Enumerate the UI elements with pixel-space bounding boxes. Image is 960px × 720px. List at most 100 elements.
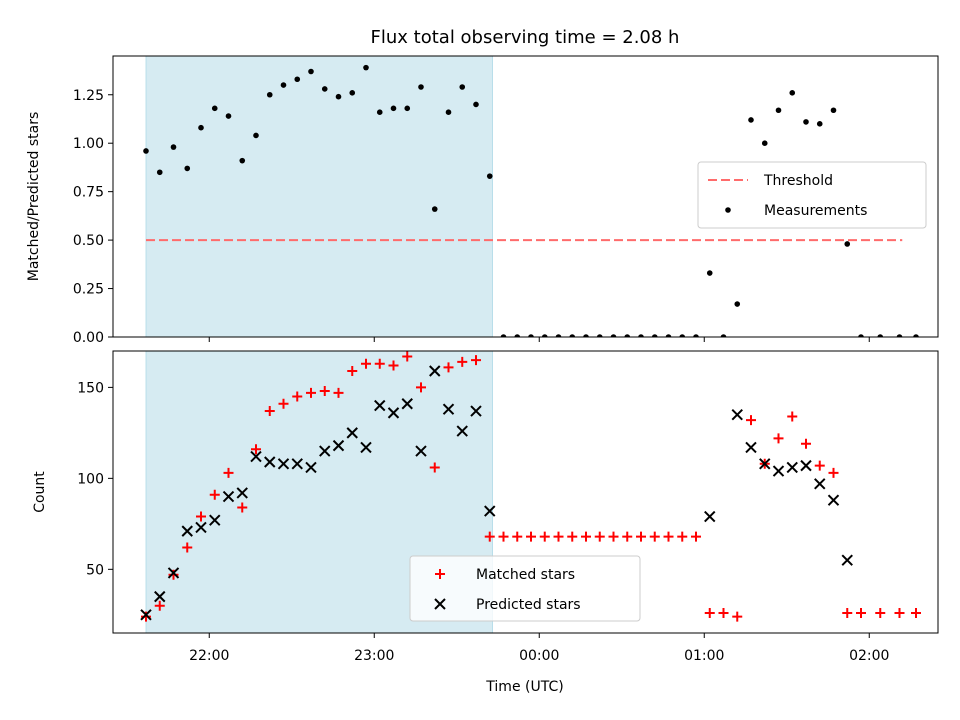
measurement-point (376, 109, 383, 115)
matched-star-point (608, 531, 619, 542)
legend-box (409, 555, 641, 622)
legend-label: Threshold (763, 173, 833, 189)
predicted-star-point (484, 505, 496, 517)
y-tick-label: 0.75 (73, 185, 104, 201)
measurement-point (761, 140, 768, 147)
measurement-point (596, 334, 603, 337)
measurement-point (789, 90, 796, 96)
matched-star-point (622, 531, 633, 542)
matched-star-point (814, 460, 825, 471)
measurement-point (500, 334, 507, 337)
matched-star-point (182, 542, 193, 553)
measurement-point (610, 334, 617, 337)
predicted-star-point (786, 461, 798, 474)
measurement-point (266, 91, 273, 98)
predicted-star-point (236, 487, 248, 499)
measurement-point (280, 82, 287, 88)
predicted-star-point (704, 510, 716, 523)
panel-top: 0.00 0.25 0.50 0.75 1.00 1.25 Matched/Predicte… (26, 55, 939, 346)
y-tick-label: 0.00 (73, 330, 104, 346)
predicted-star-point (291, 458, 303, 470)
measurement-point (390, 105, 397, 112)
matched-star-point (429, 462, 440, 473)
matched-star-point (539, 531, 550, 542)
measurement-point (184, 165, 191, 172)
predicted-star-point (305, 461, 317, 474)
series-matched-stars (141, 351, 921, 622)
measurement-point (844, 241, 851, 247)
matched-star-point (168, 569, 179, 580)
legend: Matched stars Predicted stars (409, 555, 641, 622)
predicted-star-point (745, 441, 757, 454)
measurement-point (486, 173, 493, 179)
matched-star-point (636, 531, 646, 542)
measurement-point (473, 101, 479, 108)
predicted-star-point (814, 478, 826, 490)
legend-label: Measurements (764, 203, 867, 219)
legend-measurement-swatch (725, 207, 731, 213)
measurement-point (418, 84, 424, 90)
measurement-point (555, 334, 562, 337)
predicted-star-point (154, 590, 166, 603)
x-axis-label: Time (UTC) (485, 679, 563, 695)
measurement-point (734, 301, 741, 307)
matched-star-point (526, 531, 536, 542)
measurement-point (294, 76, 301, 83)
measurement-point (431, 206, 438, 212)
plot-area (143, 56, 919, 337)
measurement-point (748, 117, 754, 123)
matched-star-point (732, 611, 743, 622)
matched-star-point (773, 433, 784, 444)
y-tick-label: 1.00 (73, 136, 104, 152)
x-tick-label: 22:00 (189, 648, 229, 664)
predicted-star-point (319, 445, 331, 457)
matched-star-point (443, 362, 454, 373)
measurement-point (775, 107, 782, 114)
predicted-star-point (827, 494, 840, 506)
matched-star-point (154, 600, 165, 611)
measurement-point (308, 68, 314, 75)
y-axis-label: Count (32, 471, 48, 513)
predicted-star-point (731, 408, 743, 421)
matched-star-point (347, 366, 358, 377)
matched-star-point (663, 531, 674, 542)
matched-star-point (498, 531, 509, 542)
matched-star-point (594, 531, 605, 542)
matched-star-point (237, 502, 248, 513)
matched-star-point (828, 467, 839, 478)
y-tick-label: 150 (77, 380, 104, 396)
measurement-point (404, 105, 411, 112)
measurement-point (541, 334, 548, 337)
measurement-point (693, 334, 699, 337)
predicted-star-point (181, 525, 193, 537)
measurement-point (225, 113, 232, 119)
predicted-star-point (759, 458, 771, 470)
matched-star-point (746, 415, 756, 426)
predicted-star-point (800, 459, 812, 472)
matched-star-point (141, 611, 151, 622)
predicted-star-point (209, 514, 221, 526)
matched-star-point (292, 391, 303, 402)
matched-star-point (512, 531, 523, 542)
matched-star-point (416, 382, 426, 393)
x-tick-label: 01:00 (684, 648, 724, 664)
measurement-point (211, 105, 218, 112)
matched-star-point (319, 386, 330, 397)
predicted-star-point (470, 405, 482, 417)
predicted-star-point (401, 398, 413, 410)
axes-frame (112, 55, 939, 338)
predicted-star-point (415, 445, 427, 457)
matched-star-point (894, 607, 905, 618)
predicted-star-point (332, 439, 345, 452)
matched-star-point (649, 531, 660, 542)
measurement-point (896, 334, 903, 337)
predicted-star-point (264, 456, 276, 468)
measurement-point (569, 334, 576, 337)
matched-star-point (677, 531, 688, 542)
x-tick-label: 23:00 (354, 648, 394, 664)
predicted-star-point (346, 427, 358, 439)
legend-matched-swatch (435, 569, 445, 579)
matched-star-point (306, 387, 316, 398)
legend-label: Matched stars (476, 567, 575, 583)
